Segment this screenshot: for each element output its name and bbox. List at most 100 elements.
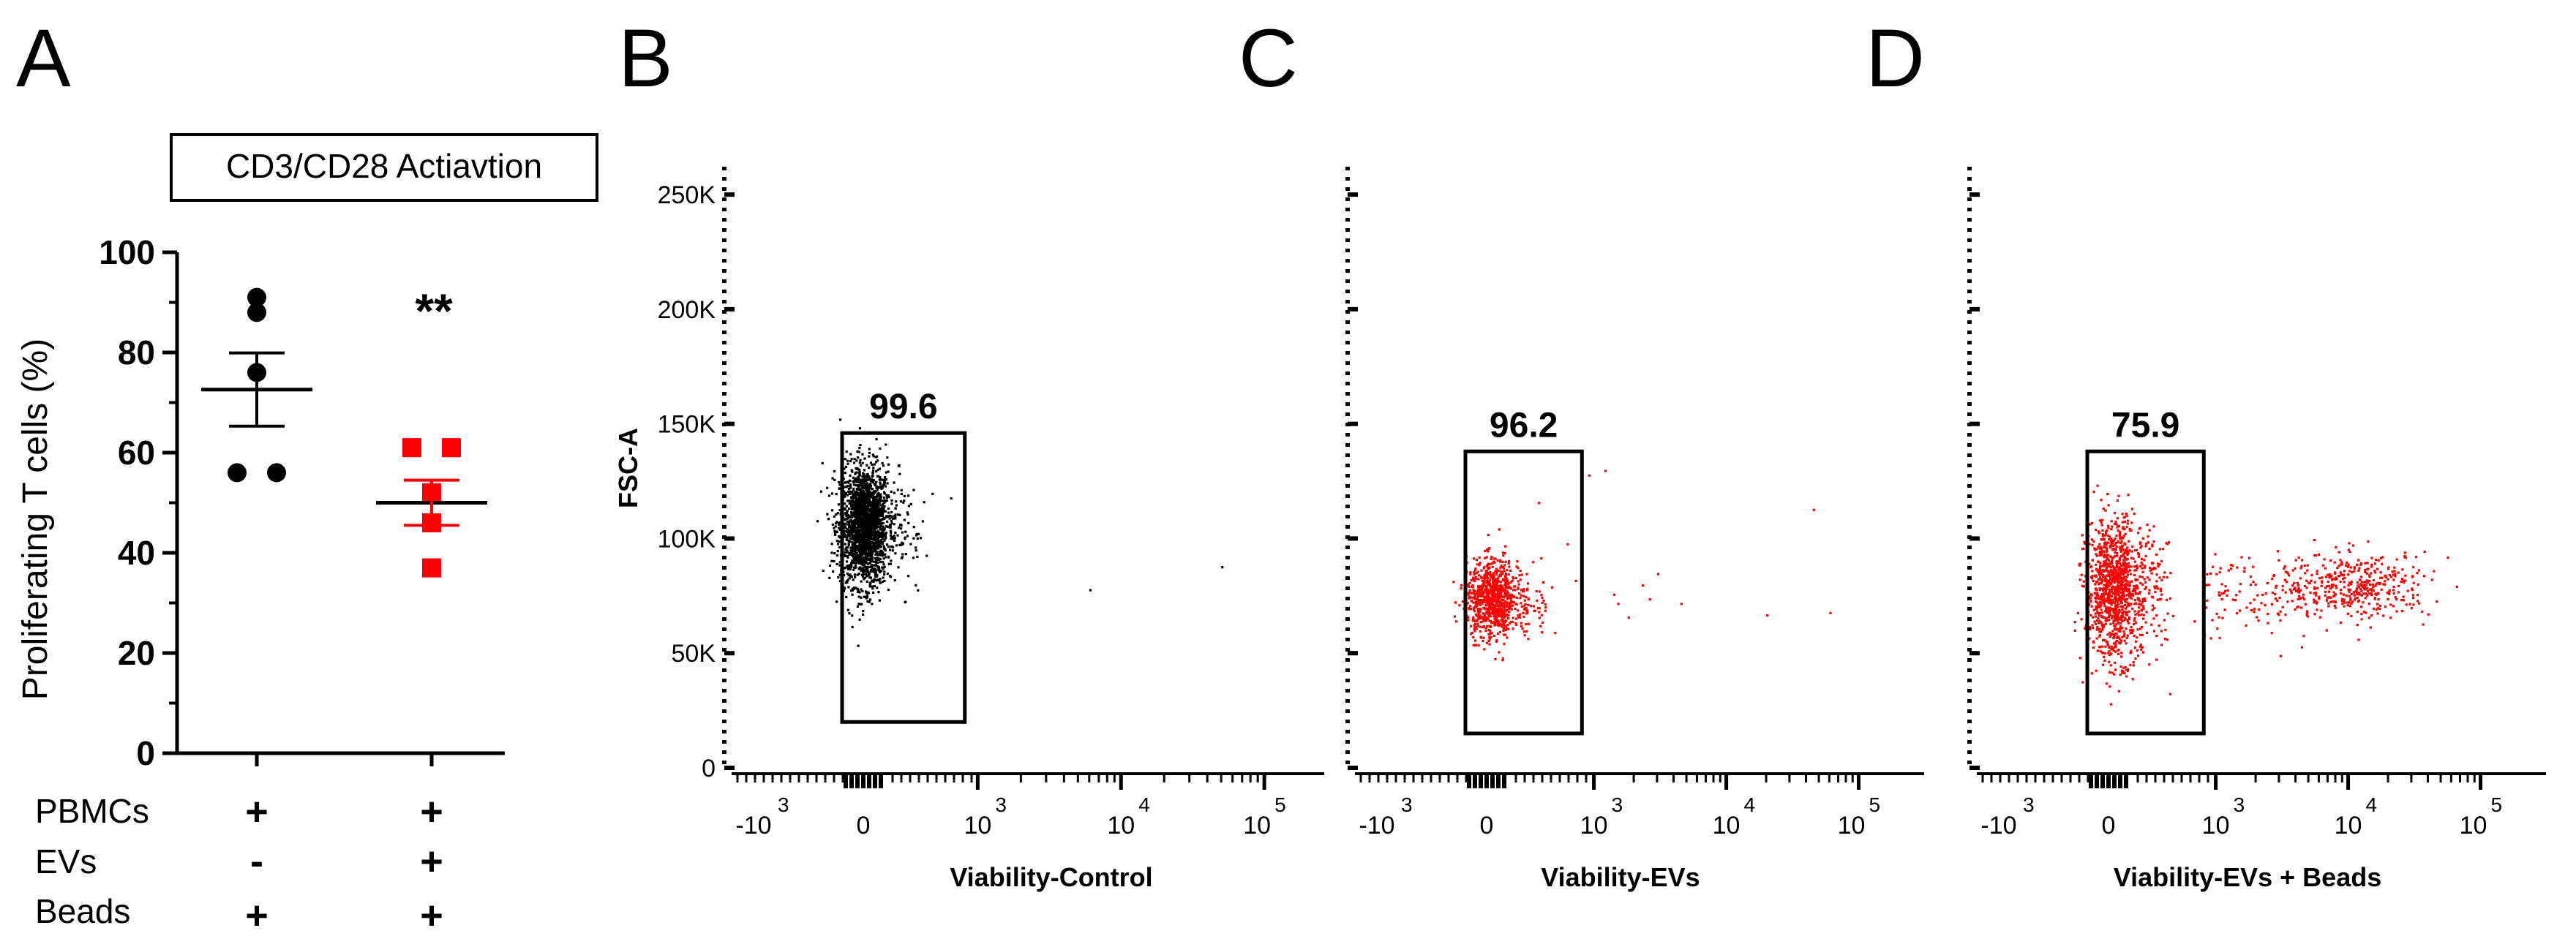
event-dot (2107, 596, 2110, 599)
event-dot (1533, 609, 1536, 612)
event-dot (2095, 607, 2098, 610)
event-dot (861, 543, 864, 547)
event-dot (898, 472, 901, 475)
event-dot (1829, 611, 1832, 614)
event-dot (1489, 608, 1492, 611)
event-dot (880, 478, 883, 481)
event-dot (2381, 576, 2384, 579)
event-dot (1473, 628, 1476, 631)
event-dot (2116, 554, 2119, 557)
event-dot (865, 591, 868, 594)
event-dot (2104, 576, 2107, 578)
event-dot (2110, 616, 2114, 619)
event-dot (2111, 590, 2114, 593)
event-dot (1483, 574, 1486, 577)
event-dot (844, 507, 846, 510)
event-dot (1489, 597, 1492, 600)
event-dot (853, 457, 856, 461)
event-dot (1512, 595, 1515, 597)
event-dot (2098, 567, 2102, 570)
event-dot (864, 501, 868, 504)
event-dot (1501, 595, 1503, 598)
event-dot (1481, 602, 1484, 605)
event-dot (2098, 560, 2100, 563)
event-dot (893, 523, 895, 526)
event-dot (1519, 569, 1522, 573)
event-dot (882, 480, 886, 483)
event-dot (862, 540, 865, 544)
event-dot (1473, 589, 1476, 593)
event-dot (1520, 605, 1523, 608)
event-dot (864, 569, 868, 572)
event-dot (876, 562, 879, 565)
event-dot (857, 550, 860, 553)
event-dot (2110, 603, 2113, 606)
event-dot (2356, 624, 2359, 627)
event-dot (861, 589, 864, 593)
event-dot (868, 475, 871, 478)
event-dot (877, 494, 880, 497)
event-dot (1467, 616, 1470, 619)
condition-evs-group2: + (420, 840, 443, 883)
event-dot (2121, 521, 2124, 524)
event-dot (2144, 587, 2147, 590)
event-dot (1501, 551, 1504, 554)
event-dot (875, 533, 878, 537)
event-dot (878, 467, 882, 470)
event-dot (869, 525, 872, 528)
event-dot (2362, 592, 2365, 595)
event-dot (865, 535, 868, 537)
event-dot (876, 495, 879, 498)
event-dot (846, 608, 849, 611)
event-dot (2094, 600, 2098, 603)
event-dot (854, 556, 857, 559)
event-dot (2101, 628, 2104, 631)
event-dot (2117, 540, 2119, 544)
event-dot (2411, 594, 2414, 597)
x-tick-label: 0 (2102, 812, 2116, 840)
event-dot (1468, 581, 1471, 584)
event-dot (871, 509, 874, 512)
event-dot (2100, 551, 2103, 554)
event-dot (1487, 567, 1490, 570)
event-dot (1498, 587, 1501, 591)
event-dot (864, 502, 867, 505)
event-dot (2115, 534, 2118, 537)
event-dot (2114, 551, 2117, 554)
event-dot (1469, 608, 1472, 611)
event-dot (835, 521, 838, 524)
event-dot (858, 446, 861, 450)
event-dot (2140, 545, 2143, 548)
event-dot (1485, 556, 1488, 559)
event-dot (1503, 580, 1506, 583)
event-dot (895, 504, 898, 507)
event-dot (2139, 541, 2142, 544)
event-dot (859, 512, 862, 515)
event-dot (858, 498, 862, 501)
event-dot (845, 546, 848, 549)
event-dot (873, 532, 876, 535)
event-dot (2370, 614, 2373, 617)
event-dot (876, 475, 879, 478)
event-dot (2080, 618, 2083, 621)
event-dot (2109, 635, 2111, 638)
event-dot (855, 490, 858, 494)
event-dot (863, 570, 866, 573)
event-dot (846, 513, 849, 517)
event-dot (1501, 625, 1503, 628)
event-dot (2112, 636, 2115, 639)
event-dot (2116, 551, 2119, 555)
event-dot (2119, 530, 2122, 534)
event-dot (873, 560, 876, 563)
event-dot (2114, 661, 2117, 665)
event-dot (2102, 545, 2106, 548)
event-dot (875, 485, 878, 488)
event-dot (915, 584, 917, 586)
event-dot (1490, 591, 1492, 594)
event-dot (851, 521, 855, 525)
event-dot (1473, 619, 1476, 622)
event-dot (2098, 627, 2101, 630)
event-dot (1484, 600, 1487, 603)
event-dot (889, 530, 893, 533)
